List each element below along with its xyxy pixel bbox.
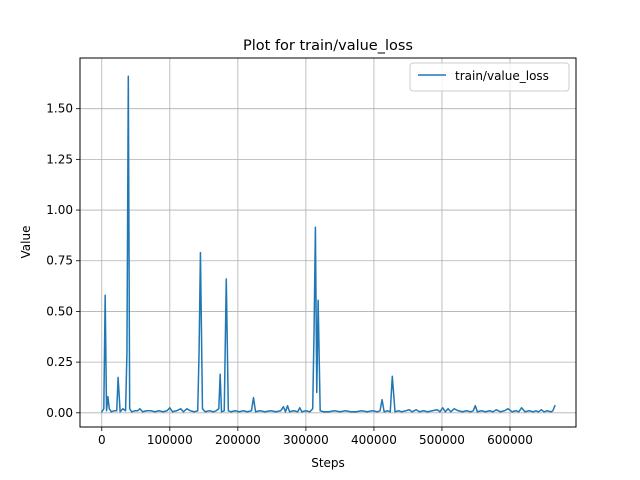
series-line-train-value-loss [101,75,556,413]
chart-title: Plot for train/value_loss [243,38,413,54]
y-axis-label: Value [19,226,33,259]
y-tick-label: 0.75 [46,254,73,268]
y-tick-label: 1.00 [46,203,73,217]
x-tick-label: 400000 [351,433,397,447]
y-axis-ticks: 0.00 0.25 0.50 0.75 1.00 1.25 1.50 [46,102,80,420]
x-axis-label: Steps [311,456,345,470]
y-tick-label: 1.50 [46,102,73,116]
x-tick-label: 0 [98,433,106,447]
y-tick-label: 0.25 [46,355,73,369]
x-tick-label: 500000 [419,433,465,447]
legend: train/value_loss [409,62,570,92]
grid-layer [80,58,576,427]
y-tick-label: 1.25 [46,152,73,166]
y-tick-label: 0.50 [46,304,73,318]
x-tick-label: 600000 [487,433,533,447]
y-tick-label: 0.00 [46,406,73,420]
series-layer [101,75,556,413]
plot-frame [79,57,577,428]
x-axis-ticks: 0 100000 200000 300000 400000 500000 600000 [98,427,533,447]
x-tick-label: 300000 [283,433,329,447]
legend-label-train-value-loss: train/value_loss [455,69,549,83]
legend-box [409,62,570,92]
x-tick-label: 100000 [147,433,193,447]
x-tick-label: 200000 [215,433,261,447]
